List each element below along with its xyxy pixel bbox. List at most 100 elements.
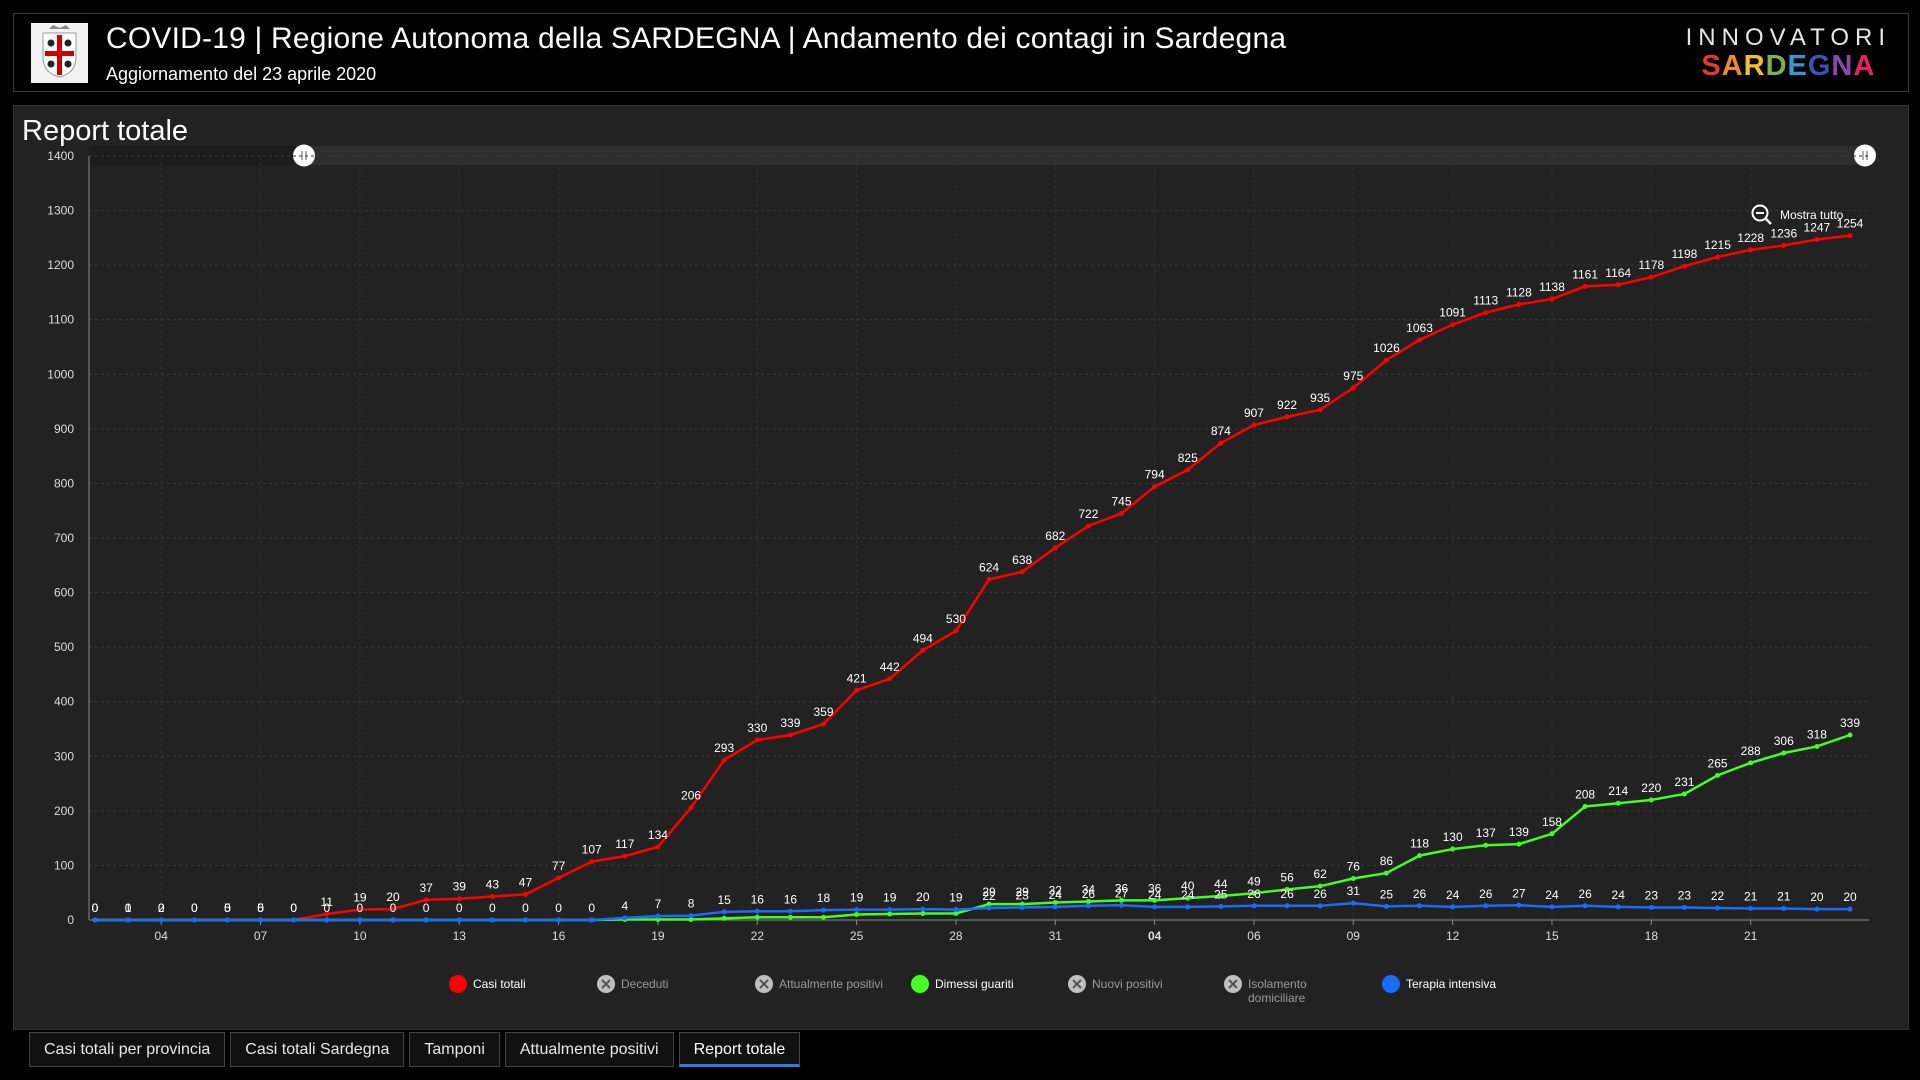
legend-marker-terapia-intensiva[interactable] bbox=[1382, 975, 1400, 993]
data-point-casi-totali[interactable] bbox=[920, 647, 926, 653]
data-point-dimessi-guariti[interactable] bbox=[953, 910, 959, 916]
data-point-terapia-intensiva[interactable] bbox=[1052, 904, 1058, 910]
data-point-dimessi-guariti[interactable] bbox=[1748, 760, 1754, 766]
data-point-dimessi-guariti[interactable] bbox=[1317, 883, 1323, 889]
data-point-terapia-intensiva[interactable] bbox=[1152, 904, 1158, 910]
data-point-terapia-intensiva[interactable] bbox=[787, 908, 793, 914]
data-point-casi-totali[interactable] bbox=[1119, 510, 1125, 516]
data-point-casi-totali[interactable] bbox=[357, 907, 363, 913]
data-point-casi-totali[interactable] bbox=[688, 805, 694, 811]
data-point-casi-totali[interactable] bbox=[1185, 467, 1191, 473]
data-point-casi-totali[interactable] bbox=[787, 732, 793, 738]
data-point-casi-totali[interactable] bbox=[1284, 414, 1290, 420]
data-point-dimessi-guariti[interactable] bbox=[1615, 800, 1621, 806]
data-point-terapia-intensiva[interactable] bbox=[622, 915, 628, 921]
data-point-terapia-intensiva[interactable] bbox=[1715, 905, 1721, 911]
data-point-terapia-intensiva[interactable] bbox=[887, 907, 893, 913]
data-point-dimessi-guariti[interactable] bbox=[1781, 750, 1787, 756]
data-point-casi-totali[interactable] bbox=[1847, 233, 1853, 239]
data-point-dimessi-guariti[interactable] bbox=[1450, 846, 1456, 852]
data-point-terapia-intensiva[interactable] bbox=[423, 917, 429, 923]
data-point-casi-totali[interactable] bbox=[1152, 484, 1158, 490]
data-point-casi-totali[interactable] bbox=[953, 628, 959, 634]
data-point-terapia-intensiva[interactable] bbox=[1383, 903, 1389, 909]
legend-label-deceduti[interactable]: Deceduti bbox=[621, 977, 668, 991]
data-point-casi-totali[interactable] bbox=[887, 676, 893, 682]
data-point-casi-totali[interactable] bbox=[1450, 322, 1456, 328]
data-point-terapia-intensiva[interactable] bbox=[158, 917, 164, 923]
legend-label-isolamento-domiciliare[interactable]: domiciliare bbox=[1248, 991, 1306, 1005]
data-point-casi-totali[interactable] bbox=[854, 687, 860, 693]
data-point-dimessi-guariti[interactable] bbox=[1715, 772, 1721, 778]
data-point-terapia-intensiva[interactable] bbox=[1549, 904, 1555, 910]
data-point-casi-totali[interactable] bbox=[390, 906, 396, 912]
data-point-terapia-intensiva[interactable] bbox=[125, 917, 131, 923]
data-point-dimessi-guariti[interactable] bbox=[887, 911, 893, 917]
data-point-terapia-intensiva[interactable] bbox=[1814, 906, 1820, 912]
data-point-terapia-intensiva[interactable] bbox=[258, 917, 264, 923]
data-point-casi-totali[interactable] bbox=[423, 897, 429, 903]
data-point-terapia-intensiva[interactable] bbox=[1185, 904, 1191, 910]
data-point-terapia-intensiva[interactable] bbox=[1019, 904, 1025, 910]
data-point-terapia-intensiva[interactable] bbox=[1119, 902, 1125, 908]
legend-label-nuovi-positivi[interactable]: Nuovi positivi bbox=[1092, 977, 1163, 991]
data-point-casi-totali[interactable] bbox=[1218, 440, 1224, 446]
data-point-dimessi-guariti[interactable] bbox=[1251, 890, 1257, 896]
data-point-terapia-intensiva[interactable] bbox=[589, 917, 595, 923]
data-point-casi-totali[interactable] bbox=[1483, 310, 1489, 316]
data-point-terapia-intensiva[interactable] bbox=[1847, 906, 1853, 912]
data-point-terapia-intensiva[interactable] bbox=[1582, 903, 1588, 909]
data-point-terapia-intensiva[interactable] bbox=[489, 917, 495, 923]
data-point-casi-totali[interactable] bbox=[1417, 337, 1423, 343]
data-point-dimessi-guariti[interactable] bbox=[854, 912, 860, 918]
data-point-casi-totali[interactable] bbox=[522, 891, 528, 897]
data-point-dimessi-guariti[interactable] bbox=[1648, 797, 1654, 803]
data-point-casi-totali[interactable] bbox=[1350, 385, 1356, 391]
data-point-terapia-intensiva[interactable] bbox=[1450, 904, 1456, 910]
data-point-dimessi-guariti[interactable] bbox=[1284, 886, 1290, 892]
data-point-terapia-intensiva[interactable] bbox=[1085, 903, 1091, 909]
data-point-casi-totali[interactable] bbox=[1019, 569, 1025, 575]
data-point-terapia-intensiva[interactable] bbox=[92, 917, 98, 923]
data-point-casi-totali[interactable] bbox=[622, 853, 628, 859]
data-point-casi-totali[interactable] bbox=[1251, 422, 1257, 428]
legend-label-isolamento-domiciliare[interactable]: Isolamento bbox=[1248, 977, 1307, 991]
data-point-casi-totali[interactable] bbox=[1648, 274, 1654, 280]
data-point-dimessi-guariti[interactable] bbox=[1085, 898, 1091, 904]
data-point-terapia-intensiva[interactable] bbox=[357, 917, 363, 923]
data-point-terapia-intensiva[interactable] bbox=[390, 917, 396, 923]
data-point-dimessi-guariti[interactable] bbox=[1185, 895, 1191, 901]
data-point-terapia-intensiva[interactable] bbox=[655, 913, 661, 919]
data-point-terapia-intensiva[interactable] bbox=[1350, 900, 1356, 906]
legend-marker-casi-totali[interactable] bbox=[449, 975, 467, 993]
data-point-dimessi-guariti[interactable] bbox=[1218, 893, 1224, 899]
legend-label-casi-totali[interactable]: Casi totali bbox=[473, 977, 526, 991]
data-point-terapia-intensiva[interactable] bbox=[1251, 903, 1257, 909]
tab-casi-totali-sardegna[interactable]: Casi totali Sardegna bbox=[230, 1032, 405, 1067]
data-point-terapia-intensiva[interactable] bbox=[1781, 906, 1787, 912]
data-point-casi-totali[interactable] bbox=[721, 757, 727, 763]
data-point-terapia-intensiva[interactable] bbox=[721, 909, 727, 915]
data-point-terapia-intensiva[interactable] bbox=[953, 907, 959, 913]
data-point-casi-totali[interactable] bbox=[1582, 283, 1588, 289]
data-point-terapia-intensiva[interactable] bbox=[1748, 906, 1754, 912]
data-point-terapia-intensiva[interactable] bbox=[986, 905, 992, 911]
data-point-terapia-intensiva[interactable] bbox=[1218, 903, 1224, 909]
range-handle-left[interactable] bbox=[293, 144, 315, 167]
data-point-dimessi-guariti[interactable] bbox=[1119, 897, 1125, 903]
data-point-casi-totali[interactable] bbox=[754, 737, 760, 743]
data-point-terapia-intensiva[interactable] bbox=[1648, 904, 1654, 910]
data-point-dimessi-guariti[interactable] bbox=[1417, 853, 1423, 859]
data-point-terapia-intensiva[interactable] bbox=[688, 913, 694, 919]
data-point-dimessi-guariti[interactable] bbox=[1516, 841, 1522, 847]
data-point-terapia-intensiva[interactable] bbox=[291, 917, 297, 923]
data-point-casi-totali[interactable] bbox=[1748, 247, 1754, 253]
data-point-casi-totali[interactable] bbox=[556, 875, 562, 881]
data-point-casi-totali[interactable] bbox=[1781, 242, 1787, 248]
data-point-terapia-intensiva[interactable] bbox=[522, 917, 528, 923]
data-point-terapia-intensiva[interactable] bbox=[820, 907, 826, 913]
data-point-dimessi-guariti[interactable] bbox=[787, 914, 793, 920]
data-point-terapia-intensiva[interactable] bbox=[1615, 904, 1621, 910]
data-point-dimessi-guariti[interactable] bbox=[1681, 791, 1687, 797]
data-point-casi-totali[interactable] bbox=[820, 721, 826, 727]
